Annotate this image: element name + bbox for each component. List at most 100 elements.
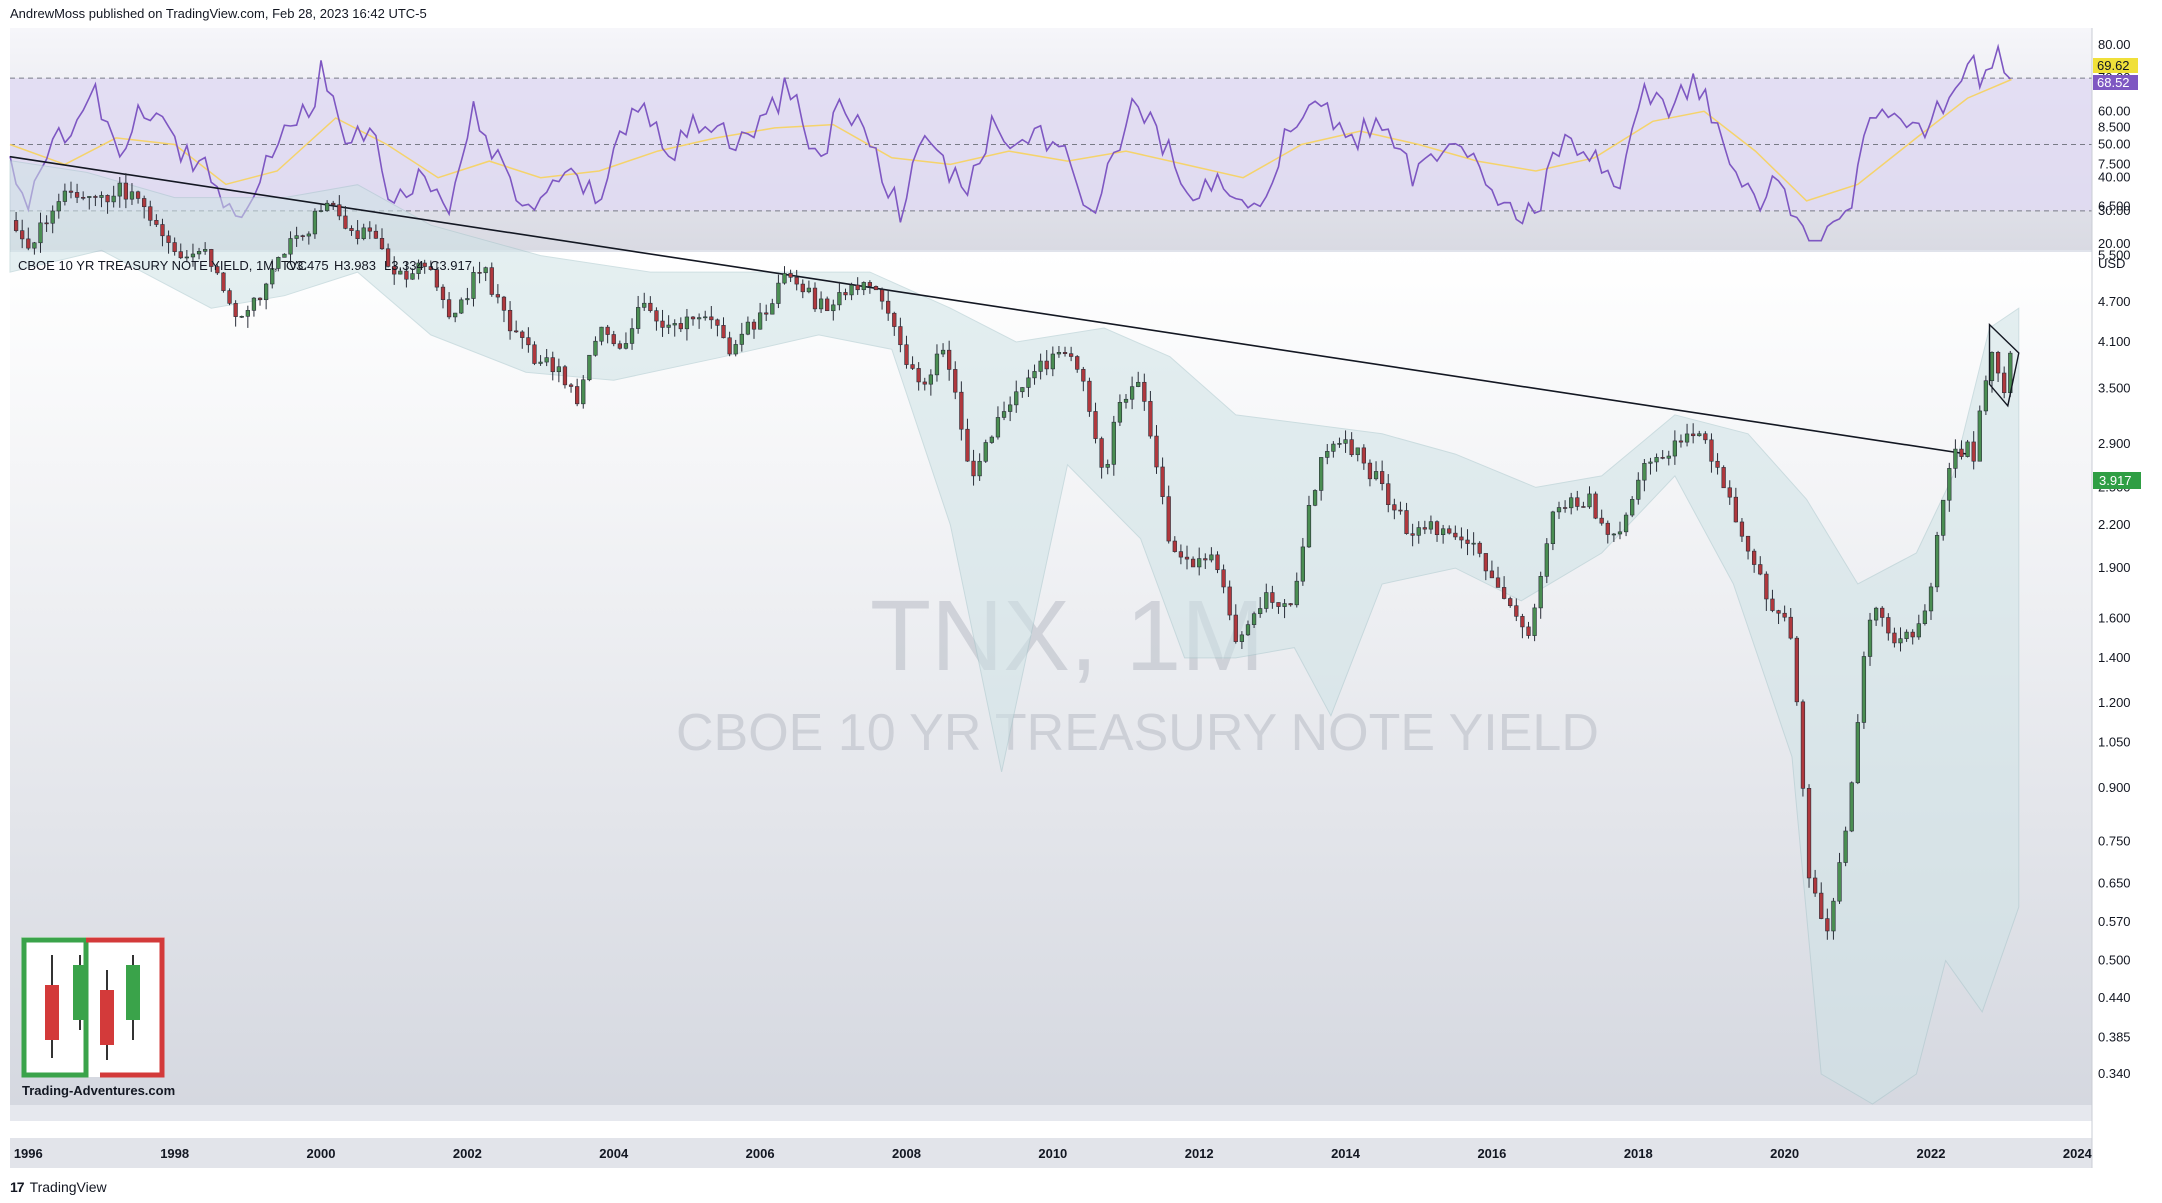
- candle-body: [1361, 447, 1366, 464]
- candle-body: [782, 273, 787, 284]
- candle-body: [1056, 352, 1062, 355]
- candle-body: [928, 374, 933, 385]
- price-tick-label: 0.440: [2098, 990, 2131, 1005]
- candle-body: [1410, 533, 1415, 536]
- candle-body: [837, 292, 842, 306]
- candle-body: [1300, 546, 1305, 582]
- candle-body: [184, 256, 189, 259]
- candle-body: [733, 344, 738, 355]
- flag-pattern[interactable]: [1988, 322, 2020, 408]
- candle-body: [300, 235, 305, 237]
- candle-body: [385, 248, 391, 267]
- candle-body: [1440, 528, 1446, 535]
- price-axis[interactable]: 8.500 7.500 6.500 5.500 4.700 4.100 3.500 2.900…: [2098, 120, 2131, 1081]
- price-tick-label: 0.650: [2098, 875, 2131, 890]
- candle-body: [379, 238, 385, 250]
- candle-body: [1331, 443, 1336, 452]
- candle-body: [514, 330, 519, 333]
- candle-body: [892, 312, 897, 327]
- candle-body: [532, 344, 537, 364]
- scroll-band: [10, 1105, 2092, 1121]
- candle-body: [459, 299, 464, 314]
- candle-body: [556, 366, 561, 373]
- candle-body: [1880, 607, 1885, 618]
- candle-body: [1977, 410, 1982, 462]
- legend-close: C3.917: [430, 258, 472, 273]
- rsi-tick-label: 60.00: [2098, 103, 2131, 118]
- candle-body: [477, 272, 482, 274]
- candle-body: [904, 344, 909, 365]
- candle-body: [440, 286, 446, 300]
- candle-body: [453, 312, 458, 318]
- candle-body: [1599, 517, 1604, 524]
- candle-body: [1178, 551, 1184, 558]
- candle-body: [898, 326, 903, 346]
- rsi-tick-label: 40.00: [2098, 170, 2131, 185]
- candle-body: [349, 228, 354, 231]
- candle-body: [611, 334, 616, 345]
- candle-body: [1392, 504, 1397, 511]
- legend[interactable]: CBOE 10 YR TREASURY NOTE YIELD, 1M, TVC …: [18, 258, 472, 273]
- candle-body: [343, 215, 348, 229]
- candle-body: [861, 282, 866, 291]
- candle-body: [215, 266, 220, 274]
- candle-body: [1447, 528, 1452, 534]
- candle-body: [587, 354, 592, 381]
- candle-body: [690, 316, 696, 320]
- candle-body: [416, 262, 421, 274]
- currency-label: USD: [2098, 256, 2125, 271]
- candle-body: [501, 296, 507, 311]
- candle-body: [916, 368, 921, 383]
- rsi-tick-label: 80.00: [2098, 37, 2131, 52]
- candle-body: [1782, 612, 1787, 618]
- candle-body: [1532, 607, 1537, 636]
- candle-body: [1886, 617, 1891, 634]
- candle-body: [1623, 514, 1629, 533]
- candle-body: [1904, 631, 1909, 639]
- candle-body: [1325, 451, 1330, 458]
- candle-body: [1239, 634, 1245, 642]
- candle-body: [1813, 877, 1818, 894]
- price-tick-label: 1.050: [2098, 734, 2131, 749]
- candle-body: [1495, 577, 1501, 588]
- candle-body: [593, 340, 598, 356]
- candle-body: [1849, 782, 1854, 832]
- candle-body: [1337, 443, 1342, 445]
- candle-body: [1764, 573, 1769, 600]
- price-tick-label: 0.500: [2098, 953, 2131, 968]
- candle-body: [1691, 433, 1696, 437]
- candle-body: [1520, 616, 1525, 628]
- candle-body: [623, 343, 629, 349]
- candle-body: [1672, 440, 1677, 457]
- legend-open: O3.475: [286, 258, 329, 273]
- trendline[interactable]: [9, 155, 1968, 455]
- candle-body: [1678, 440, 1684, 443]
- candle-body: [1947, 468, 1952, 501]
- candle-body: [489, 267, 494, 295]
- candle-body: [465, 298, 470, 301]
- footer[interactable]: 17 TradingView: [10, 1177, 107, 1197]
- candle-body: [1038, 360, 1043, 372]
- candle-body: [520, 331, 525, 338]
- candle-body: [288, 238, 293, 255]
- candle-body: [471, 272, 476, 299]
- candle-body: [971, 460, 976, 477]
- candle-body: [367, 227, 372, 232]
- candle-body: [38, 222, 43, 244]
- rsi-badge: [2093, 75, 2138, 90]
- candle-body: [1916, 623, 1921, 638]
- candle-body: [1160, 466, 1165, 497]
- candle-body: [818, 298, 824, 310]
- candle-body: [373, 230, 379, 239]
- candle-body: [751, 321, 757, 330]
- time-axis-bg[interactable]: [10, 1138, 2092, 1168]
- candle-body: [1105, 464, 1110, 468]
- candle-body: [568, 384, 574, 387]
- candle-body: [166, 235, 171, 243]
- candle-body: [1745, 535, 1751, 552]
- candle-body: [1575, 497, 1580, 507]
- candle-body: [1831, 900, 1836, 932]
- price-tick-label: 6.500: [2098, 199, 2131, 214]
- last-price-badge: [2093, 472, 2141, 489]
